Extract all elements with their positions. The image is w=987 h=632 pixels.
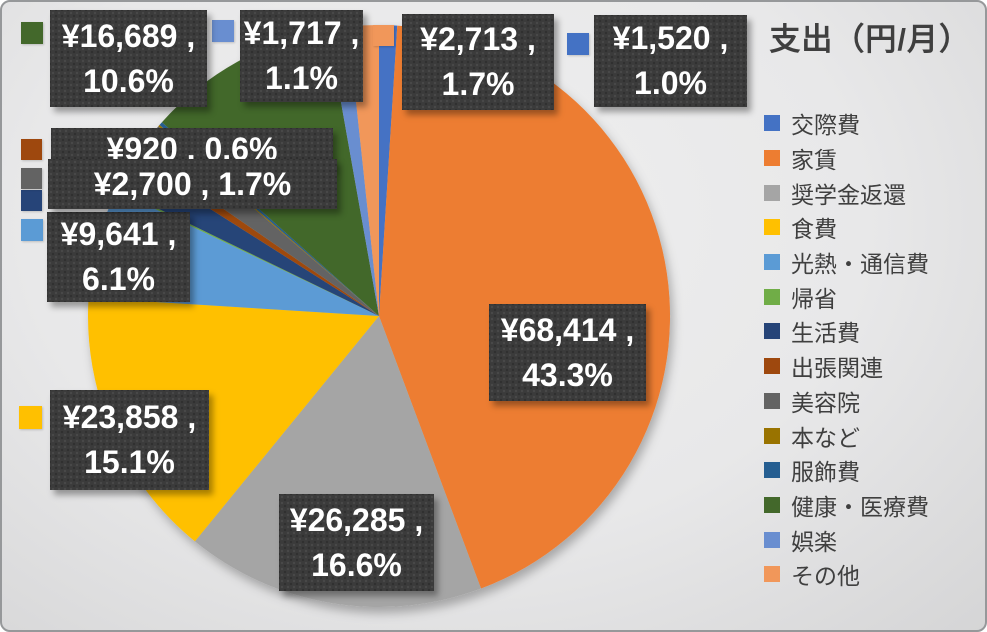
data-label-text: 6.1% bbox=[82, 261, 155, 297]
data-label-美容院[interactable]: ¥2,700 , 1.7% bbox=[48, 159, 337, 209]
legend-key-icon bbox=[764, 150, 780, 167]
legend-item-label: 本など bbox=[791, 424, 860, 451]
legend-item-本など[interactable]: 本など bbox=[764, 418, 982, 453]
data-label-光熱・通信費[interactable]: ¥9,641 , 6.1% bbox=[47, 212, 190, 302]
data-label-text: ¥1,717 , bbox=[243, 15, 360, 51]
data-label-text: ¥26,285 , bbox=[289, 501, 424, 538]
data-label-text: ¥16,689 , bbox=[61, 17, 196, 54]
legend-key-icon bbox=[764, 115, 780, 132]
legend-key-icon bbox=[764, 566, 780, 583]
label-legend-key-交際費 bbox=[567, 33, 589, 55]
label-legend-key-娯楽 bbox=[212, 20, 234, 42]
data-label-家賃[interactable]: ¥68,414 , 43.3% bbox=[489, 304, 646, 401]
data-label-text: 16.6% bbox=[311, 546, 402, 583]
data-label-text: ¥68,414 , bbox=[500, 311, 635, 348]
legend-item-label: 家賃 bbox=[791, 147, 837, 174]
pie-slice-交際費[interactable] bbox=[379, 24, 398, 316]
data-label-text: 15.1% bbox=[84, 444, 175, 480]
legend-item-出張関連[interactable]: 出張関連 bbox=[764, 349, 982, 384]
legend-item-label: 出張関連 bbox=[791, 355, 883, 382]
data-label-健康・医療費[interactable]: ¥16,689 , 10.6% bbox=[50, 10, 207, 107]
data-label-text: ¥1,520 , bbox=[612, 20, 729, 56]
label-legend-key-生活費 bbox=[21, 190, 42, 211]
label-legend-key-健康・医療費 bbox=[21, 22, 43, 44]
legend-item-label: 光熱・通信費 bbox=[791, 251, 929, 278]
legend-key-icon bbox=[764, 184, 780, 201]
data-label-text: ¥9,641 , bbox=[60, 216, 177, 252]
data-label-奨学金返還[interactable]: ¥26,285 , 16.6% bbox=[279, 494, 434, 591]
data-label-text: 1.7% bbox=[441, 66, 515, 102]
data-label-text: ¥2,700 , 1.7% bbox=[93, 165, 292, 202]
legend-key-icon bbox=[764, 392, 780, 409]
legend-key-icon bbox=[764, 496, 780, 513]
data-label-text: 1.0% bbox=[634, 65, 707, 101]
legend-item-label: 生活費 bbox=[791, 320, 860, 347]
data-label-その他[interactable]: ¥2,713 , 1.7% bbox=[402, 14, 554, 110]
legend-item-光熱・通信費[interactable]: 光熱・通信費 bbox=[764, 245, 982, 280]
data-label-娯楽[interactable]: ¥1,717 , 1.1% bbox=[240, 10, 363, 102]
label-legend-key-出張関連 bbox=[21, 139, 42, 160]
legend-key-icon bbox=[764, 531, 780, 548]
legend-item-label: 娯楽 bbox=[791, 528, 837, 555]
legend-item-服飾費[interactable]: 服飾費 bbox=[764, 453, 982, 488]
legend-item-健康・医療費[interactable]: 健康・医療費 bbox=[764, 488, 982, 523]
legend-item-帰省[interactable]: 帰省 bbox=[764, 279, 982, 314]
legend-key-icon bbox=[764, 323, 780, 340]
legend-item-食費[interactable]: 食費 bbox=[764, 210, 982, 245]
legend-key-icon bbox=[764, 254, 780, 271]
data-label-text: 43.3% bbox=[522, 356, 613, 393]
legend-item-label: 健康・医療費 bbox=[791, 493, 929, 520]
data-label-交際費[interactable]: ¥1,520 , 1.0% bbox=[594, 15, 747, 107]
data-label-食費[interactable]: ¥23,858 , 15.1% bbox=[50, 390, 209, 490]
legend-key-icon bbox=[764, 427, 780, 444]
label-legend-key-食費 bbox=[19, 406, 42, 429]
legend-item-娯楽[interactable]: 娯楽 bbox=[764, 522, 982, 557]
chart-legend: 交際費家賃奨学金返還食費光熱・通信費 帰省生活費出張関連美容院本など服飾費健康・医… bbox=[764, 106, 982, 592]
legend-item-label: 服飾費 bbox=[791, 459, 860, 486]
legend-key-icon bbox=[764, 358, 780, 375]
label-legend-key-光熱・通信費 bbox=[21, 219, 43, 241]
legend-item-生活費[interactable]: 生活費 bbox=[764, 314, 982, 349]
legend-item-奨学金返還[interactable]: 奨学金返還 bbox=[764, 175, 982, 210]
legend-item-美容院[interactable]: 美容院 bbox=[764, 384, 982, 419]
data-label-text: ¥2,713 , bbox=[420, 21, 536, 57]
legend-item-label: 帰省 bbox=[791, 285, 837, 312]
label-legend-key-美容院 bbox=[21, 168, 42, 189]
legend-item-label: その他 bbox=[791, 563, 860, 590]
legend-item-label: 食費 bbox=[791, 216, 837, 243]
data-label-text: 1.1% bbox=[265, 60, 338, 96]
label-legend-key-その他 bbox=[373, 25, 394, 46]
legend-item-その他[interactable]: その他 bbox=[764, 557, 982, 592]
legend-key-icon bbox=[764, 462, 780, 479]
chart-title[interactable]: 支出（円/月） bbox=[769, 22, 971, 57]
legend-key-icon bbox=[764, 219, 780, 236]
legend-item-交際費[interactable]: 交際費 bbox=[764, 106, 982, 141]
legend-item-label: 奨学金返還 bbox=[791, 181, 906, 208]
legend-item-家賃[interactable]: 家賃 bbox=[764, 141, 982, 176]
legend-item-label: 交際費 bbox=[791, 112, 860, 139]
legend-item-label: 美容院 bbox=[791, 389, 860, 416]
data-label-text: ¥23,858 , bbox=[62, 399, 197, 435]
legend-key-icon bbox=[764, 288, 780, 305]
data-label-text: 10.6% bbox=[83, 62, 174, 99]
